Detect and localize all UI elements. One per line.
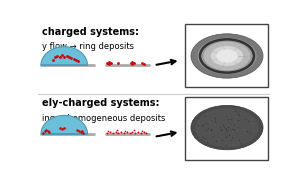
Polygon shape: [41, 116, 88, 134]
Text: ely-charged systems:: ely-charged systems:: [42, 98, 160, 108]
Bar: [185, 97, 268, 160]
Circle shape: [216, 49, 238, 63]
Circle shape: [191, 105, 263, 150]
Bar: [185, 25, 268, 87]
Text: y flow → ring deposits: y flow → ring deposits: [42, 42, 134, 51]
Text: charged systems:: charged systems:: [42, 27, 139, 37]
Circle shape: [195, 108, 259, 147]
Circle shape: [197, 38, 256, 74]
Polygon shape: [41, 47, 88, 65]
Circle shape: [204, 41, 250, 70]
Circle shape: [191, 34, 263, 78]
Circle shape: [211, 46, 243, 66]
Text: ing → homogeneous deposits: ing → homogeneous deposits: [42, 114, 166, 123]
